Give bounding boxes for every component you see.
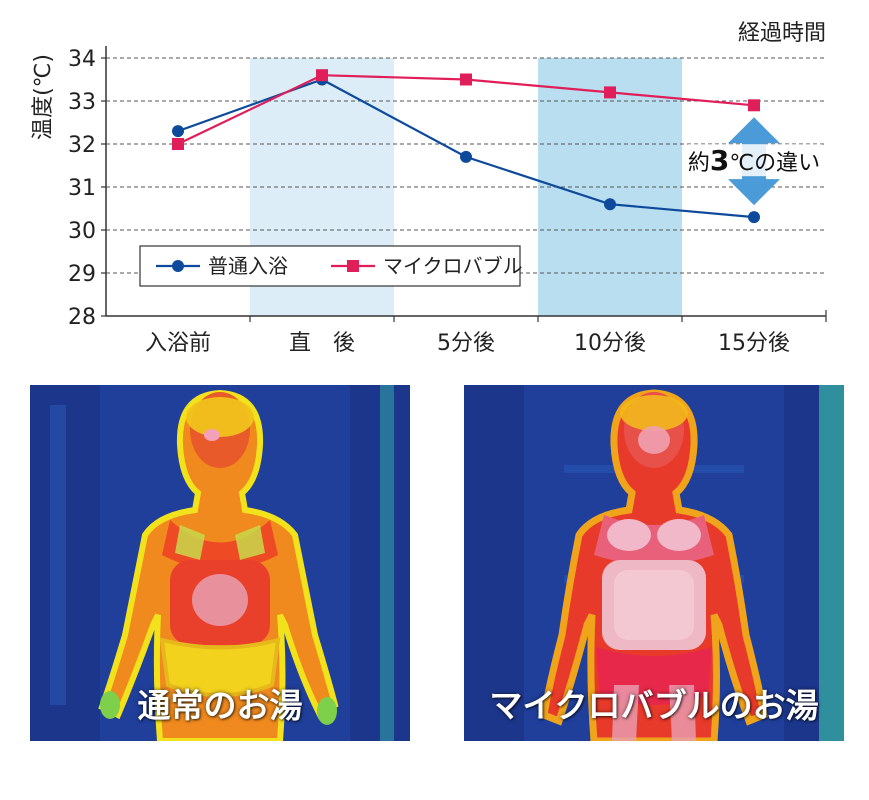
annotation-part-1: 3 xyxy=(710,144,729,177)
thermal-figure-normal xyxy=(30,385,410,741)
category-label-3: 10分後 xyxy=(574,331,646,356)
legend-label-1: マイクロバブル xyxy=(383,254,523,278)
point-s1-2 xyxy=(460,73,472,86)
thermal-image-normal: 通常のお湯 xyxy=(30,385,410,741)
annotation-text: 約3℃の違い xyxy=(688,144,820,177)
point-s0-3 xyxy=(604,198,616,211)
x-axis-label: 経過時間 xyxy=(738,21,826,46)
y-tick-label-34: 34 xyxy=(68,47,96,72)
annotation-bg xyxy=(688,144,822,177)
thermal-figure-microbubble xyxy=(464,385,844,741)
category-label-0: 入浴前 xyxy=(145,331,211,356)
category-label-2: 5分後 xyxy=(437,331,495,356)
annotation-part-3: の違い xyxy=(754,151,820,176)
category-label-4: 15分後 xyxy=(718,331,790,356)
y-axis-label: 温度(℃) xyxy=(31,54,56,140)
point-s0-0 xyxy=(172,125,184,138)
point-s1-3 xyxy=(604,86,616,99)
y-tick-label-30: 30 xyxy=(68,219,96,244)
thermal-caption-microbubble: マイクロバブルのお湯 xyxy=(489,686,819,725)
annotation-part-2: ℃ xyxy=(729,151,754,176)
y-tick-label-29: 29 xyxy=(68,262,96,287)
y-tick-label-32: 32 xyxy=(68,133,96,158)
point-s1-4 xyxy=(748,99,760,112)
point-s1-0 xyxy=(172,138,184,150)
legend-label-0: 普通入浴 xyxy=(208,254,288,278)
y-tick-label-28: 28 xyxy=(68,305,96,330)
point-s0-2 xyxy=(460,150,472,163)
y-tick-label-31: 31 xyxy=(68,176,96,201)
thermal-image-microbubble: マイクロバブルのお湯 xyxy=(464,385,844,741)
legend-marker-0 xyxy=(172,260,184,272)
point-s0-4 xyxy=(748,211,760,224)
point-s1-1 xyxy=(316,69,328,82)
legend-marker-1 xyxy=(347,260,359,272)
thermal-caption-normal: 通常のお湯 xyxy=(137,686,303,725)
annotation-part-0: 約 xyxy=(688,151,710,176)
category-label-1: 直 後 xyxy=(289,331,355,356)
legend-box xyxy=(139,245,521,287)
y-tick-label-33: 33 xyxy=(68,90,96,115)
